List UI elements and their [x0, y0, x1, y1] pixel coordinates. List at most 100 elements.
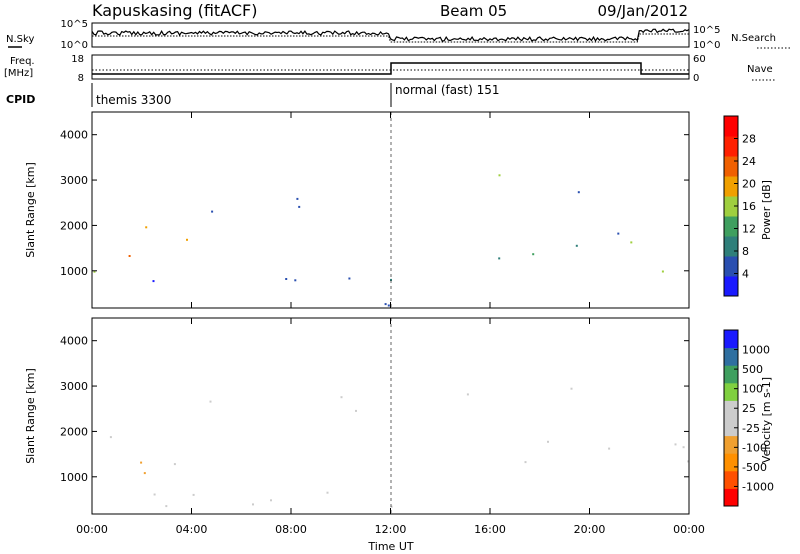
velocity-colorbar-segment — [724, 382, 738, 401]
velocity-colorbar-segment — [724, 488, 738, 507]
velocity-cell — [390, 505, 393, 508]
power-cell — [577, 191, 580, 194]
power-cell — [145, 226, 148, 229]
power-data-cells — [93, 174, 664, 307]
power-colorbar-segment — [724, 156, 738, 177]
velocity-colorbar-tick: -1000 — [742, 480, 774, 493]
nave-label: Nave — [747, 64, 773, 75]
station-title: Kapuskasing (fitACF) — [92, 1, 257, 20]
power-colorbar-tick: 20 — [742, 178, 756, 191]
velocity-colorbar-tick: -500 — [742, 461, 767, 474]
velocity-colorbar-segment — [724, 365, 738, 384]
power-colorbar-segment — [724, 176, 738, 197]
noise-right-tick-bottom: 10^0 — [693, 40, 720, 51]
x-tick-label: 00:00 — [673, 523, 705, 536]
velocity-cell — [109, 436, 112, 439]
velocity-colorbar-label: Velocity [m s-1] — [760, 377, 773, 463]
cpid-mode-2: normal (fast) 151 — [395, 83, 499, 97]
power-cell — [298, 205, 301, 208]
power-cell — [186, 238, 188, 241]
velocity-cell — [682, 446, 685, 449]
velocity-colorbar-tick: 1000 — [742, 344, 770, 357]
velocity-colorbar-segment — [724, 470, 738, 489]
noise-panel: N.Sky 10^5 10^0 10^5 10^0 N.Search — [6, 19, 790, 51]
power-cell — [630, 241, 633, 244]
velocity-colorbar-segment — [724, 347, 738, 366]
power-colorbar-segment — [724, 236, 738, 257]
power-colorbar-segment — [724, 136, 738, 157]
velocity-colorbar-segment — [724, 330, 738, 349]
power-colorbar-segment — [724, 196, 738, 217]
power-panel: 4000 3000 2000 1000 Slant Range [km] 28 24 20… — [24, 111, 773, 309]
power-cell — [296, 197, 299, 200]
velocity-cell — [173, 463, 176, 466]
power-colorbar-segment — [724, 116, 738, 137]
noise-right-tick-top: 10^5 — [693, 25, 720, 36]
power-colorbar-segment — [724, 256, 738, 277]
power-cell — [348, 277, 351, 280]
velocity-cell — [192, 493, 195, 496]
power-cell — [93, 270, 96, 273]
power-ytick-label: 4000 — [60, 129, 88, 142]
power-colorbar-tick: 28 — [742, 133, 756, 146]
power-colorbar-segment — [724, 216, 738, 237]
velocity-cell — [674, 443, 677, 446]
nave-tick-bottom: 0 — [693, 73, 699, 84]
velocity-ytick-label: 4000 — [60, 335, 88, 348]
velocity-cell — [270, 499, 272, 502]
power-ylabel: Slant Range [km] — [24, 162, 37, 258]
velocity-panel: 4000 3000 2000 1000 Slant Range [km] 1000 50… — [24, 317, 774, 515]
velocity-colorbar-tick: -25 — [742, 422, 760, 435]
noise-right-label: N.Search — [731, 33, 776, 44]
power-colorbar-tick: 16 — [742, 200, 756, 213]
power-cell — [152, 280, 155, 283]
velocity-colorbar-segment — [724, 400, 738, 419]
power-colorbar-segment — [724, 276, 738, 297]
velocity-ytick-label: 2000 — [60, 425, 88, 438]
velocity-cell — [466, 393, 469, 396]
velocity-colorbar-tick: 25 — [742, 402, 756, 415]
freq-tick-top: 18 — [71, 54, 84, 65]
cpid-mode-1: themis 3300 — [96, 93, 171, 107]
x-tick-label: 08:00 — [275, 523, 307, 536]
noise-left-label: N.Sky — [6, 34, 34, 45]
power-colorbar: 28 24 20 16 12 8 4 — [723, 115, 756, 297]
x-tick-label: 00:00 — [76, 523, 108, 536]
power-cell — [211, 210, 214, 213]
velocity-ytick-label: 1000 — [60, 471, 88, 484]
power-cell — [617, 232, 620, 235]
velocity-cell — [252, 503, 254, 506]
velocity-colorbar-segment — [724, 453, 738, 472]
beam-title: Beam 05 — [440, 2, 507, 20]
power-ytick-label: 3000 — [60, 174, 88, 187]
velocity-cell — [524, 461, 527, 464]
power-colorbar-label: Power [dB] — [760, 180, 773, 240]
velocity-cell — [140, 461, 143, 464]
frequency-panel: Freq. [MHz] 18 8 60 0 Nave — [4, 54, 775, 84]
velocity-cell — [687, 460, 690, 463]
power-ytick-label: 1000 — [60, 265, 88, 278]
nave-tick-top: 60 — [693, 54, 706, 65]
date-title: 09/Jan/2012 — [598, 2, 689, 20]
power-cell — [498, 257, 501, 260]
velocity-ylabel: Slant Range [km] — [24, 368, 37, 464]
velocity-colorbar: 1000 500 100 25 -25 -100 -500 -1000 — [723, 329, 774, 507]
velocity-data-cells — [109, 387, 690, 508]
noise-left-tick-bottom: 10^0 — [61, 40, 88, 51]
velocity-cell — [570, 387, 573, 390]
velocity-cell — [143, 472, 146, 475]
velocity-colorbar-tick: 500 — [742, 363, 763, 376]
velocity-cell — [209, 400, 212, 403]
power-cell — [294, 279, 297, 282]
noise-left-tick-top: 10^5 — [61, 19, 88, 30]
x-tick-label: 16:00 — [474, 523, 506, 536]
velocity-cell — [547, 440, 549, 443]
velocity-cell — [608, 447, 611, 450]
velocity-cell — [165, 505, 168, 508]
x-axis: 00:00 04:00 08:00 12:00 16:00 20:00 00:00 — [76, 112, 705, 536]
velocity-cell — [355, 409, 357, 412]
power-cell — [498, 174, 501, 177]
power-cell — [384, 303, 387, 306]
x-axis-label: Time UT — [367, 540, 413, 553]
